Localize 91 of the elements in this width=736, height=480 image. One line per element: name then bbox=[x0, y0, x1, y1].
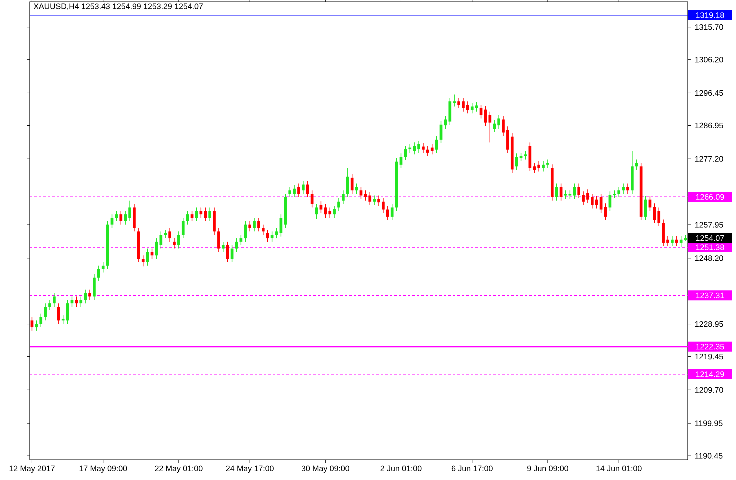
candlestick bbox=[253, 218, 256, 232]
candlestick bbox=[30, 316, 34, 332]
candlestick bbox=[386, 206, 390, 221]
candlestick bbox=[515, 153, 518, 170]
candlestick bbox=[222, 242, 225, 253]
candlestick bbox=[208, 207, 212, 222]
candlestick bbox=[618, 186, 621, 198]
candlestick bbox=[573, 183, 576, 200]
candlestick bbox=[430, 144, 434, 156]
candlestick bbox=[200, 207, 203, 218]
candlestick bbox=[35, 320, 38, 332]
candlestick bbox=[671, 236, 674, 247]
candlestick bbox=[84, 290, 87, 304]
candlestick bbox=[475, 102, 478, 112]
candlestick bbox=[653, 203, 656, 224]
candlestick bbox=[80, 296, 83, 308]
candlestick bbox=[338, 198, 340, 212]
candlestick bbox=[235, 238, 238, 253]
candlestick bbox=[470, 102, 474, 114]
candlestick bbox=[248, 221, 252, 232]
candlestick bbox=[258, 218, 260, 232]
candlestick bbox=[44, 303, 47, 322]
candlestick bbox=[40, 313, 43, 328]
candlestick bbox=[204, 207, 208, 222]
candlestick bbox=[133, 204, 136, 232]
candlestick bbox=[186, 210, 190, 226]
candlestick bbox=[542, 161, 545, 172]
candlestick bbox=[93, 274, 96, 300]
candlestick bbox=[190, 210, 194, 222]
candlestick bbox=[555, 183, 558, 202]
candlestick bbox=[124, 210, 128, 226]
candlestick bbox=[150, 248, 154, 260]
candlestick bbox=[298, 183, 300, 198]
candlestick bbox=[120, 210, 123, 226]
candlestick bbox=[218, 228, 220, 253]
candlestick bbox=[240, 234, 243, 246]
candlestick bbox=[266, 230, 270, 242]
candlestick bbox=[195, 207, 198, 222]
candlestick bbox=[626, 183, 630, 194]
candlestick bbox=[320, 201, 323, 214]
candlestick bbox=[168, 228, 172, 242]
candlestick bbox=[635, 159, 638, 170]
candlestick bbox=[70, 296, 74, 308]
candlestick bbox=[244, 221, 248, 242]
candlestick bbox=[97, 266, 100, 282]
candlestick bbox=[302, 181, 305, 194]
candlestick bbox=[178, 231, 180, 250]
candlestick bbox=[364, 190, 368, 202]
candlestick bbox=[422, 143, 425, 154]
candlestick bbox=[680, 236, 683, 248]
candlestick bbox=[373, 195, 376, 206]
candlestick bbox=[480, 104, 483, 120]
candlestick bbox=[448, 98, 452, 126]
candlestick bbox=[578, 183, 581, 199]
candlestick bbox=[333, 206, 336, 218]
candlestick bbox=[75, 296, 78, 308]
candlestick bbox=[288, 186, 292, 198]
candlestick bbox=[275, 228, 278, 239]
candlestick bbox=[182, 218, 185, 239]
candlestick bbox=[324, 204, 328, 218]
candlestick bbox=[226, 242, 230, 263]
candlestick bbox=[488, 112, 492, 144]
candlestick bbox=[146, 248, 150, 266]
candlestick bbox=[48, 300, 52, 311]
candlestick bbox=[213, 207, 216, 236]
candlestick bbox=[270, 231, 274, 242]
candlestick bbox=[390, 204, 394, 221]
candlestick bbox=[675, 236, 678, 247]
candlestick bbox=[315, 204, 318, 220]
candlestick bbox=[102, 262, 105, 274]
candlestick bbox=[57, 303, 60, 324]
candlestick bbox=[110, 214, 114, 229]
candlestick bbox=[622, 183, 625, 194]
candlestick bbox=[631, 150, 634, 194]
candlestick bbox=[310, 190, 314, 208]
candlestick bbox=[368, 192, 372, 206]
candlestick bbox=[355, 183, 358, 194]
candlestick bbox=[546, 159, 550, 169]
candlestick bbox=[350, 174, 354, 194]
candlestick bbox=[173, 238, 176, 250]
candlestick bbox=[142, 255, 145, 267]
candlestick bbox=[115, 210, 118, 222]
candlestick bbox=[342, 190, 345, 205]
candlestick bbox=[53, 292, 56, 308]
candlestick bbox=[595, 196, 598, 210]
candlestick bbox=[346, 168, 350, 198]
candlestick bbox=[262, 224, 265, 236]
candlestick bbox=[306, 181, 310, 198]
candlestick bbox=[88, 290, 92, 300]
candlestick bbox=[493, 120, 496, 133]
candlestick bbox=[560, 183, 563, 202]
